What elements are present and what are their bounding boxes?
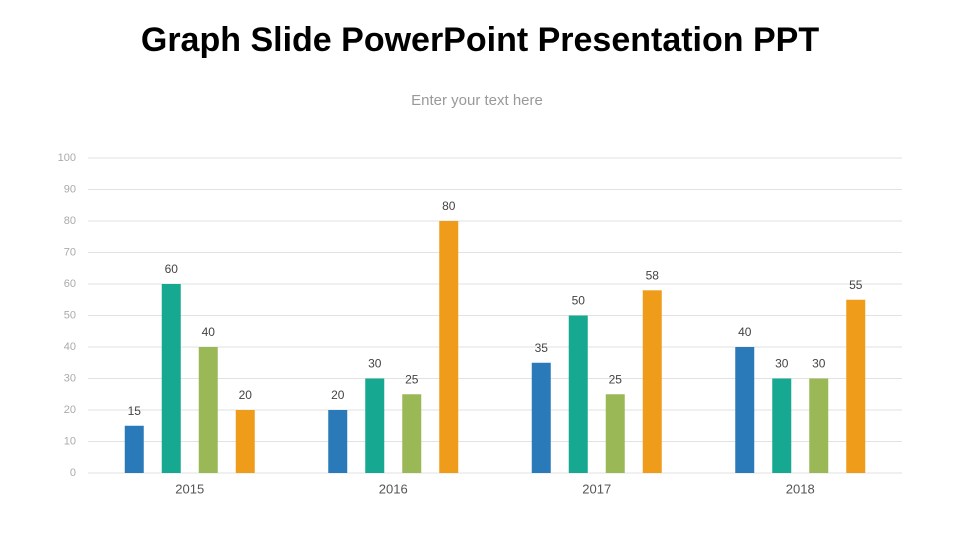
y-tick-label: 30 <box>64 372 76 384</box>
bar <box>439 221 459 473</box>
y-tick-label: 100 <box>58 152 76 164</box>
bar <box>642 290 662 473</box>
y-tick-label: 50 <box>64 309 76 321</box>
data-label: 30 <box>812 357 826 371</box>
data-label: 25 <box>405 372 419 386</box>
data-label: 55 <box>849 278 863 292</box>
x-tick-label: 2015 <box>175 481 204 496</box>
data-label: 30 <box>368 357 382 371</box>
data-label: 20 <box>239 388 253 402</box>
data-label: 80 <box>442 199 456 213</box>
bar <box>124 425 144 473</box>
bar <box>531 362 551 473</box>
x-tick-label: 2018 <box>786 481 815 496</box>
bar <box>735 347 755 473</box>
bar <box>605 394 625 473</box>
y-tick-label: 60 <box>64 278 76 290</box>
bar <box>568 315 588 473</box>
data-label: 50 <box>572 294 586 308</box>
data-label: 40 <box>202 325 216 339</box>
y-tick-label: 40 <box>64 341 76 353</box>
y-tick-label: 90 <box>64 183 76 195</box>
y-tick-label: 80 <box>64 215 76 227</box>
chart-title: Graph Slide PowerPoint Presentation PPT <box>141 21 819 59</box>
bar <box>402 394 422 473</box>
x-tick-label: 2017 <box>582 481 611 496</box>
bar <box>328 410 348 473</box>
x-tick-label: 2016 <box>379 481 408 496</box>
bar <box>809 378 829 473</box>
chart-subtitle: Enter your text here <box>411 92 543 109</box>
data-label: 25 <box>609 372 623 386</box>
y-tick-label: 0 <box>70 467 76 479</box>
bar <box>772 378 792 473</box>
y-tick-label: 70 <box>64 246 76 258</box>
bar <box>235 410 255 473</box>
y-tick-label: 20 <box>64 404 76 416</box>
data-label: 15 <box>128 404 142 418</box>
data-label: 58 <box>646 268 660 282</box>
bar <box>365 378 385 473</box>
data-label: 60 <box>165 262 179 276</box>
bar <box>161 284 181 473</box>
bar <box>198 347 218 473</box>
bar <box>846 299 866 473</box>
data-label: 30 <box>775 357 789 371</box>
data-label: 35 <box>535 341 549 355</box>
data-label: 20 <box>331 388 345 402</box>
data-label: 40 <box>738 325 752 339</box>
y-tick-label: 10 <box>64 435 76 447</box>
